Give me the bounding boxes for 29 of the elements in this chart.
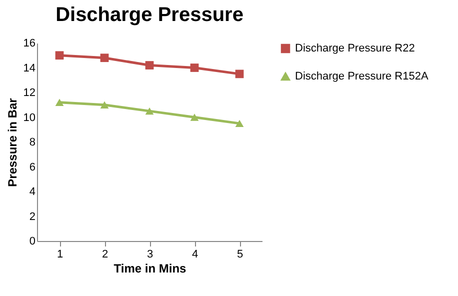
y-tick-label: 10 xyxy=(23,112,36,124)
legend-label: Discharge Pressure R152A xyxy=(295,70,429,82)
point xyxy=(55,98,64,106)
point xyxy=(145,61,154,70)
y-tick-label: 0 xyxy=(29,236,36,248)
point xyxy=(100,54,109,62)
y-axis-title: Pressure in Bar xyxy=(5,98,20,187)
x-tick-label: 1 xyxy=(56,248,64,260)
point xyxy=(235,120,244,128)
chart-title: Discharge Pressure xyxy=(56,4,244,26)
point xyxy=(190,64,199,72)
x-tick-label: 5 xyxy=(236,248,244,260)
x-tick-label: 4 xyxy=(192,248,198,260)
y-tick-label: 6 xyxy=(29,161,36,174)
y-tick-label: 8 xyxy=(29,136,36,148)
x-axis-title: Time in Mins xyxy=(114,262,187,276)
point xyxy=(235,70,244,78)
y-tick-label: 4 xyxy=(29,186,36,198)
y-tick-label: 16 xyxy=(23,38,36,50)
y-tick-label: 14 xyxy=(23,62,36,74)
point xyxy=(145,107,154,115)
point xyxy=(55,51,64,60)
x-tick-label: 2 xyxy=(102,248,108,260)
y-tick-label: 2 xyxy=(29,210,36,223)
point xyxy=(190,114,199,121)
legend-label: Discharge Pressure R22 xyxy=(295,42,415,54)
y-tick-label: 12 xyxy=(23,87,36,99)
point xyxy=(100,101,109,108)
x-tick-label: 3 xyxy=(146,248,154,260)
